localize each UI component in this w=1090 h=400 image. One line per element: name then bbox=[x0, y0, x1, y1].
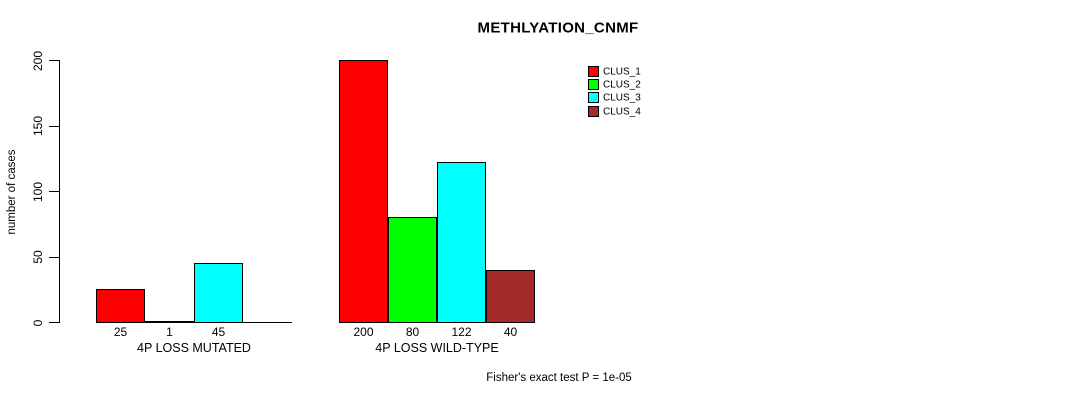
y-tick bbox=[49, 125, 60, 127]
bar-value-label: 80 bbox=[405, 324, 420, 339]
y-tick-label: 0 bbox=[31, 319, 45, 326]
bar-value-label: 40 bbox=[503, 324, 518, 339]
legend-label: CLUS_3 bbox=[603, 92, 641, 104]
fisher-test-annotation: Fisher's exact test P = 1e-05 bbox=[486, 372, 632, 384]
group-label: 4P LOSS WILD-TYPE bbox=[375, 340, 499, 355]
bar bbox=[339, 60, 388, 323]
bar-value-label: 1 bbox=[166, 324, 173, 339]
bar bbox=[96, 289, 145, 323]
legend-swatch bbox=[588, 92, 599, 104]
bar-value-label: 45 bbox=[211, 324, 226, 339]
group-label: 4P LOSS MUTATED bbox=[137, 340, 251, 355]
y-tick bbox=[49, 322, 60, 324]
bar bbox=[437, 162, 486, 323]
bar bbox=[145, 320, 194, 323]
bar-value-label: 200 bbox=[353, 324, 374, 339]
bar bbox=[388, 217, 437, 323]
chart-title: METHLYATION_CNMF bbox=[477, 19, 639, 37]
y-tick bbox=[49, 60, 60, 62]
y-tick-label: 150 bbox=[31, 115, 45, 137]
y-tick-label: 50 bbox=[31, 250, 45, 264]
legend-label: CLUS_1 bbox=[603, 66, 641, 78]
legend-label: CLUS_2 bbox=[603, 79, 641, 91]
bar-value-label: 122 bbox=[451, 324, 472, 339]
y-tick-label: 200 bbox=[31, 50, 45, 71]
legend-swatch bbox=[588, 79, 599, 91]
legend-swatch bbox=[588, 66, 599, 77]
bar-value-label: 25 bbox=[113, 324, 128, 339]
bar bbox=[486, 269, 535, 323]
y-tick bbox=[49, 256, 60, 258]
legend-label: CLUS_4 bbox=[603, 106, 641, 118]
y-tick-label: 100 bbox=[31, 181, 45, 202]
legend-swatch bbox=[588, 105, 599, 117]
y-tick bbox=[49, 191, 60, 193]
bar bbox=[194, 263, 243, 323]
